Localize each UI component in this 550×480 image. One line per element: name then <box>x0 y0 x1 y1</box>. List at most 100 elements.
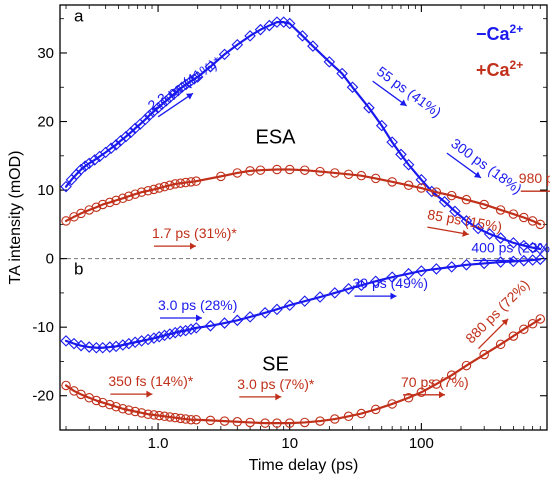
data-point-circle <box>186 414 196 425</box>
data-point-diamond <box>184 75 196 88</box>
data-point-circle <box>431 379 442 389</box>
annotation-label: 3.0 ps (28%) <box>158 297 237 313</box>
data-point-diamond <box>314 291 326 303</box>
annotation-group: 980 ps (54%) <box>519 170 550 192</box>
data-point-circle <box>180 414 191 424</box>
data-point-diamond <box>244 30 256 42</box>
panel-label: b <box>74 259 83 278</box>
annotation-label: 400 ps (23%) <box>471 240 550 256</box>
annotation-group: 1.7 ps (31%)* <box>152 225 237 250</box>
data-point-diamond <box>307 40 319 52</box>
data-point-circle <box>76 208 86 219</box>
data-point-circle <box>535 314 546 324</box>
data-point-circle <box>159 411 170 422</box>
series-fit-line <box>64 168 542 226</box>
data-point-diamond <box>191 71 204 83</box>
data-point-diamond <box>518 239 530 252</box>
data-point-circle <box>260 418 270 428</box>
data-point-circle <box>495 205 506 215</box>
data-point-circle <box>370 404 381 415</box>
annotation-arrow-head <box>146 390 153 398</box>
data-point-circle <box>431 187 442 197</box>
data-point-diamond <box>254 23 267 36</box>
data-point-circle <box>124 191 134 202</box>
data-point-diamond <box>172 84 184 97</box>
data-point-diamond <box>75 339 87 352</box>
data-point-diamond <box>259 307 271 319</box>
data-point-circle <box>191 176 201 186</box>
legend-entry-superscript: 2+ <box>510 22 524 36</box>
data-point-diamond <box>263 19 276 32</box>
data-point-diamond <box>329 287 341 299</box>
y-tick-label: -20 <box>32 388 54 405</box>
data-point-circle <box>219 416 230 426</box>
data-point-diamond <box>104 341 116 353</box>
data-point-diamond <box>534 253 547 266</box>
data-point-diamond <box>402 267 415 280</box>
plot-frame <box>59 4 548 431</box>
data-point-diamond <box>526 241 539 254</box>
data-point-circle <box>105 197 115 208</box>
data-point-diamond <box>298 295 311 307</box>
data-point-diamond <box>231 314 244 327</box>
data-point-circle <box>170 179 180 189</box>
annotation-label: 30 ps (49%) <box>353 275 428 291</box>
data-point-diamond <box>164 91 176 104</box>
annotation-group: 55 ps (41%) <box>372 63 444 120</box>
data-point-diamond <box>369 275 382 288</box>
data-point-circle <box>315 416 325 426</box>
data-point-circle <box>175 178 186 188</box>
annotation-label: 70 ps (7%) <box>401 374 469 390</box>
data-point-diamond <box>83 341 95 353</box>
data-point-circle <box>136 187 147 197</box>
annotation-label: 85 ps (15%) <box>426 206 503 235</box>
data-point-diamond <box>271 303 283 316</box>
data-point-circle <box>165 180 175 191</box>
annotation-group: 2.3 ps (41%)* <box>145 53 225 118</box>
annotation-label: 55 ps (41%) <box>374 63 444 120</box>
annotation-arrow-shaft <box>372 80 407 107</box>
annotation-label: 2.3 ps (41%)* <box>145 53 225 114</box>
x-tick-label: 100 <box>409 435 434 452</box>
y-tick-label: 10 <box>37 182 54 199</box>
data-point-circle <box>97 397 108 408</box>
data-point-diamond <box>386 136 398 148</box>
y-tick-label: -10 <box>32 319 54 336</box>
data-point-diamond <box>204 320 217 332</box>
data-point-diamond <box>218 48 231 61</box>
data-point-circle <box>299 417 310 428</box>
data-point-diamond <box>152 102 164 114</box>
data-point-circle <box>216 171 226 182</box>
annotation-arrow-shaft <box>446 152 482 179</box>
data-point-diamond <box>153 330 165 343</box>
y-tick-label: 30 <box>37 45 54 62</box>
y-tick-label: 20 <box>37 114 54 131</box>
annotation-arrow-head <box>186 93 193 100</box>
data-point-diamond <box>355 279 368 292</box>
data-point-circle <box>170 412 180 423</box>
data-point-circle <box>508 209 519 219</box>
data-point-diamond <box>244 311 256 323</box>
data-point-diamond <box>75 163 87 176</box>
data-point-circle <box>180 177 191 188</box>
x-tick-label: 10 <box>281 435 298 452</box>
data-point-circle <box>272 418 282 428</box>
data-point-circle <box>387 399 397 409</box>
data-point-diamond <box>460 259 473 271</box>
data-point-circle <box>149 184 159 195</box>
annotation-label: 880 ps (72%) <box>462 276 532 346</box>
annotation-arrow-shaft <box>157 92 194 118</box>
annotation-arrow-head <box>473 171 481 178</box>
data-point-circle <box>527 216 538 226</box>
data-point-diamond <box>110 340 122 353</box>
annotation-group: 30 ps (49%) <box>353 275 428 300</box>
data-point-circle <box>330 168 340 178</box>
data-point-circle <box>343 169 354 180</box>
data-point-circle <box>461 360 472 371</box>
data-point-circle <box>191 414 201 425</box>
data-point-diamond <box>402 158 415 171</box>
data-point-diamond <box>342 283 355 295</box>
legend-entry-label: +Ca <box>476 60 511 80</box>
y-axis-label: TA intensity (mOD) <box>7 151 24 285</box>
